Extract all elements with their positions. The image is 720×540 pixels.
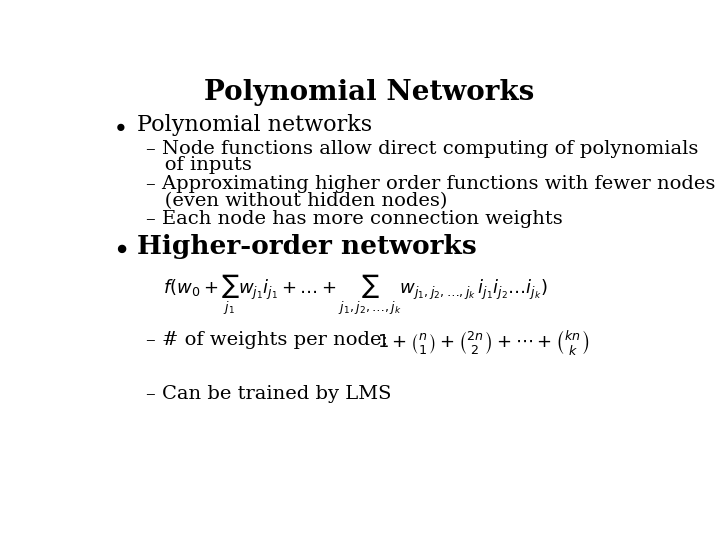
- Text: – Node functions allow direct computing of polynomials: – Node functions allow direct computing …: [145, 140, 698, 158]
- Text: – # of weights per node:: – # of weights per node:: [145, 331, 388, 349]
- Text: $f(w_0 + \sum_{j_1} w_{j_1} i_{j_1} + \ldots + \sum_{j_1,j_2,\ldots,j_k} w_{j_1,: $f(w_0 + \sum_{j_1} w_{j_1} i_{j_1} + \l…: [163, 273, 547, 317]
- Text: Polynomial networks: Polynomial networks: [138, 114, 372, 136]
- Text: $1 + \binom{n}{1} + \binom{2n}{2} + \cdots + \binom{kn}{k}$: $1 + \binom{n}{1} + \binom{2n}{2} + \cdo…: [377, 328, 590, 356]
- Text: – Each node has more connection weights: – Each node has more connection weights: [145, 210, 562, 228]
- Text: Polynomial Networks: Polynomial Networks: [204, 79, 534, 106]
- Text: Higher-order networks: Higher-order networks: [138, 234, 477, 259]
- Text: (even without hidden nodes): (even without hidden nodes): [145, 192, 447, 210]
- Text: – Can be trained by LMS: – Can be trained by LMS: [145, 385, 391, 403]
- Text: of inputs: of inputs: [145, 156, 252, 174]
- Text: $\bullet$: $\bullet$: [112, 235, 127, 264]
- Text: $\bullet$: $\bullet$: [112, 114, 126, 138]
- Text: – Approximating higher order functions with fewer nodes: – Approximating higher order functions w…: [145, 175, 715, 193]
